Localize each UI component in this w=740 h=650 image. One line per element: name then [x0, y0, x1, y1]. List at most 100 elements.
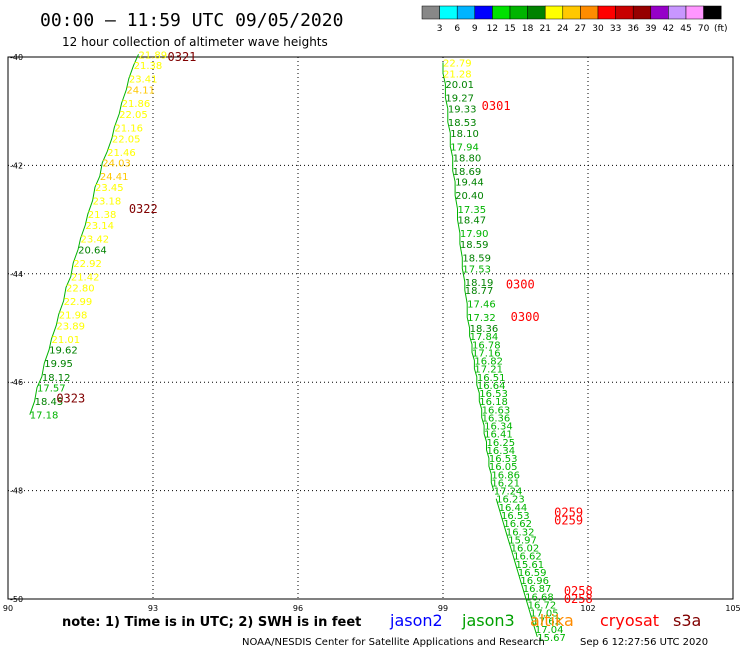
wave-height-label: 21.42 — [71, 273, 100, 284]
x-tick-label: 105 — [725, 604, 740, 613]
wave-height-label: 19.27 — [445, 94, 474, 105]
chart-title: 00:00 – 11:59 UTC 09/05/2020 — [40, 10, 343, 31]
wave-height-label: 17.57 — [37, 384, 66, 395]
wave-height-label: 17.84 — [470, 332, 499, 343]
scale-swatch — [650, 5, 669, 20]
y-tick-label: -50 — [10, 595, 23, 604]
scale-swatch — [439, 5, 458, 20]
wave-height-label: 22.92 — [73, 259, 102, 270]
scale-swatch — [668, 5, 687, 20]
wave-height-label: 16.59 — [518, 568, 547, 579]
wave-height-label: 19.44 — [455, 178, 484, 189]
wave-height-label: 17.46 — [467, 300, 496, 311]
scale-tick-label: 70 — [698, 24, 710, 34]
wave-height-label: 16.02 — [511, 544, 540, 555]
wave-height-label: 18.36 — [470, 324, 499, 335]
time-label: 0301 — [482, 99, 511, 113]
legend-s3a: s3a — [673, 611, 701, 630]
wave-height-label: 18.69 — [453, 167, 482, 178]
footer-note: note: 1) Time is in UTC; 2) SWH is in fe… — [62, 615, 361, 630]
wave-height-label: 16.34 — [487, 446, 516, 457]
track-line — [29, 54, 139, 415]
scale-tick-label: 24 — [557, 24, 569, 34]
x-tick-label: 90 — [3, 604, 13, 613]
wave-height-label: 17.21 — [474, 365, 503, 376]
y-tick-label: -48 — [10, 487, 23, 496]
wave-height-label: 24.03 — [102, 159, 131, 170]
time-label: 0300 — [506, 278, 535, 292]
wave-height-label: 24.41 — [100, 172, 129, 183]
wave-height-label: 16.36 — [482, 413, 511, 424]
wave-height-label: 20.64 — [78, 245, 107, 256]
wave-height-label: 22.99 — [64, 297, 93, 308]
wave-height-label: 16.05 — [489, 462, 518, 473]
wave-height-label: 16.23 — [496, 495, 525, 506]
wave-height-label: 15.97 — [508, 535, 537, 546]
scale-tick-label: 18 — [522, 24, 534, 34]
wave-height-label: 20.40 — [455, 191, 484, 202]
scale-tick-label: 33 — [610, 24, 621, 34]
wave-height-label: 16.78 — [472, 340, 501, 351]
y-tick-label: -40 — [10, 53, 23, 62]
wave-height-label: 19.95 — [44, 359, 73, 370]
wave-height-label: 20.01 — [445, 80, 474, 91]
time-label: 0259 — [554, 513, 583, 527]
track-west: 21.8921.3823.4124.1121.8622.0521.1622.05… — [29, 50, 196, 422]
wave-height-label: 16.53 — [479, 389, 508, 400]
wave-height-label: 23.42 — [81, 235, 110, 246]
axis-ticks: 90 93 96 99 102 105 -40 -42 -44 -46 -48 -50 — [3, 53, 740, 613]
scale-tick-label: 45 — [680, 24, 691, 34]
wave-height-label: 17.90 — [460, 229, 489, 240]
scale-tick-label: 42 — [663, 24, 674, 34]
x-tick-label: 93 — [148, 604, 158, 613]
time-label: 0300 — [511, 310, 540, 324]
wave-height-label: 23.89 — [56, 321, 85, 332]
satellite-legend: jason2 jason3 altika cryosat s3a — [389, 611, 701, 630]
scale-swatch — [615, 5, 634, 20]
scale-tick-label: 12 — [487, 24, 498, 34]
legend-jason2: jason2 — [389, 611, 443, 630]
wave-height-label: 18.12 — [42, 373, 71, 384]
time-label: 0323 — [56, 391, 85, 405]
wave-height-label: 21.01 — [52, 335, 81, 346]
wave-height-label: 23.45 — [95, 183, 124, 194]
time-label: 0258 — [564, 584, 593, 598]
wave-height-label: 21.98 — [59, 310, 88, 321]
scale-tick-label: 27 — [575, 24, 586, 34]
wave-height-label: 17.35 — [458, 205, 487, 216]
scale-swatch — [474, 5, 493, 20]
wave-height-label: 17.18 — [30, 411, 59, 422]
wave-height-label: 16.68 — [525, 592, 554, 603]
legend-cryosat: cryosat — [600, 611, 659, 630]
scale-tick-label: 39 — [645, 24, 657, 34]
scale-swatch — [597, 5, 616, 20]
scale-swatch — [527, 5, 546, 20]
track-line — [442, 62, 495, 491]
wave-height-label: 21.38 — [134, 61, 163, 72]
wave-height-label: 19.62 — [49, 346, 78, 357]
wave-height-label: 16.41 — [484, 430, 513, 441]
wave-height-label: 22.05 — [119, 110, 148, 121]
wave-height-label: 16.21 — [491, 478, 520, 489]
track-east-2: 16.2316.4416.5316.6216.3215.9716.0216.62… — [495, 495, 593, 644]
wave-height-label: 16.53 — [489, 454, 518, 465]
scale-tick-label: 21 — [539, 24, 550, 34]
wave-height-label: 17.32 — [467, 313, 496, 324]
grid-lines — [7, 56, 734, 600]
color-scale-unit: (ft) — [714, 24, 728, 34]
scale-swatch — [703, 5, 722, 20]
wave-height-label: 18.19 — [465, 278, 494, 289]
footer-credit: NOAA/NESDIS Center for Satellite Applica… — [242, 637, 545, 648]
wave-height-label: 23.14 — [85, 221, 114, 232]
x-tick-label: 96 — [293, 604, 303, 613]
wave-height-label: 16.44 — [499, 503, 528, 514]
scale-swatch — [509, 5, 528, 20]
wave-height-label: 16.62 — [503, 519, 532, 530]
scale-swatch — [632, 5, 652, 20]
wave-height-label: 18.77 — [465, 286, 494, 297]
wave-height-label: 16.32 — [506, 527, 535, 538]
wave-height-label: 18.59 — [460, 240, 489, 251]
scale-swatch — [544, 5, 564, 20]
scale-tick-label: 3 — [437, 24, 443, 34]
